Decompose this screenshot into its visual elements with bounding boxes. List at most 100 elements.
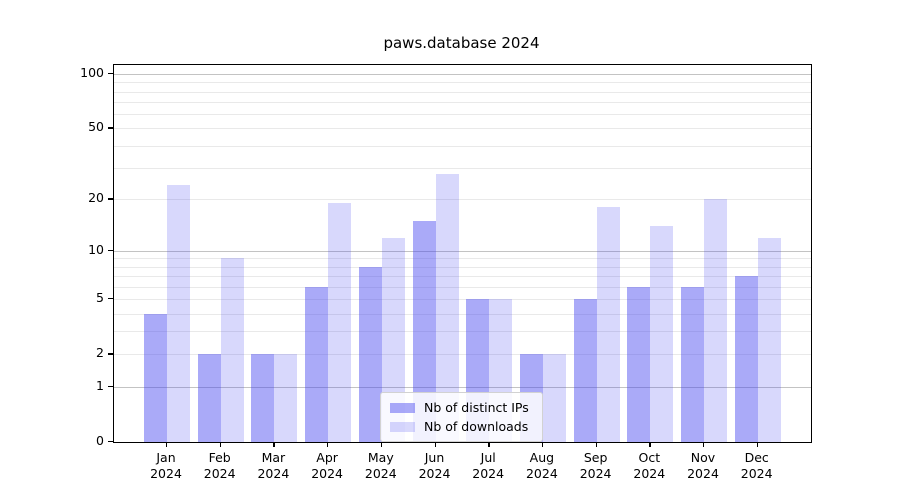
x-tick-month: Feb: [208, 450, 231, 465]
bar-downloads-may: [381, 237, 405, 442]
x-tick-mark: [273, 442, 275, 447]
minor-gridline: [114, 82, 811, 84]
x-tick-label: Nov 2024: [671, 450, 735, 482]
x-tick-mark: [166, 442, 168, 447]
bar-ips-oct: [627, 286, 651, 442]
x-tick-year: 2024: [418, 466, 451, 481]
x-tick-year: 2024: [364, 466, 397, 481]
x-tick-month: Nov: [690, 450, 716, 465]
y-tick-label: 20: [88, 190, 104, 206]
y-tick-label: 1: [96, 377, 104, 393]
major-gridline: [114, 386, 811, 388]
legend-swatch: [390, 402, 415, 413]
x-tick-label: Mar 2024: [241, 450, 305, 482]
bar-ips-feb: [197, 354, 221, 442]
x-tick-year: 2024: [150, 466, 182, 481]
y-tick-label: 0: [96, 433, 104, 448]
minor-gridline: [114, 276, 811, 278]
minor-gridline: [114, 286, 811, 288]
bar-downloads-nov: [704, 199, 727, 442]
bar-ips-apr: [305, 286, 329, 442]
minor-gridline: [114, 299, 811, 301]
chart-title: paws.database 2024: [383, 34, 540, 52]
y-tick-mark: [108, 353, 113, 355]
x-tick-label: Oct 2024: [617, 450, 681, 482]
x-tick-label: Jan 2024: [134, 450, 198, 482]
x-tick-mark: [488, 442, 490, 447]
x-tick-month: Sep: [583, 450, 608, 465]
x-tick-month: Jan: [156, 450, 176, 465]
bar-ips-jun: [412, 220, 436, 442]
x-tick-year: 2024: [633, 466, 666, 481]
minor-gridline: [114, 91, 811, 93]
x-tick-year: 2024: [472, 466, 505, 481]
bar-downloads-apr: [328, 203, 352, 442]
minor-gridline: [114, 114, 811, 116]
x-tick-month: Aug: [529, 450, 555, 465]
minor-gridline: [114, 128, 811, 130]
major-gridline: [114, 250, 811, 252]
bar-ips-nov: [681, 286, 704, 442]
x-tick-mark: [327, 442, 329, 447]
bar-downloads-sep: [596, 207, 620, 442]
bar-ips-dec: [734, 276, 758, 442]
bar-downloads-jan: [167, 185, 190, 442]
x-tick-label: Aug 2024: [510, 450, 574, 482]
x-tick-month: Dec: [744, 450, 769, 465]
y-tick-mark: [108, 441, 113, 443]
bar-ips-mar: [251, 354, 275, 442]
y-tick-label: 100: [80, 65, 104, 80]
minor-gridline: [114, 331, 811, 333]
minor-gridline: [114, 354, 811, 356]
y-tick-mark: [108, 385, 113, 388]
x-tick-year: 2024: [579, 466, 612, 481]
bar-downloads-jun: [435, 173, 459, 442]
minor-gridline: [114, 145, 811, 147]
bar-downloads-feb: [220, 258, 244, 442]
y-tick-mark: [108, 73, 113, 75]
minor-gridline: [114, 168, 811, 170]
x-tick-month: Jul: [480, 450, 496, 465]
legend-item: Nb of downloads: [390, 417, 533, 436]
minor-gridline: [114, 313, 811, 315]
y-tick-mark: [108, 298, 113, 300]
x-tick-mark: [756, 442, 759, 447]
x-tick-label: Jul 2024: [456, 450, 520, 482]
x-tick-month: Jun: [424, 450, 445, 465]
legend: Nb of distinct IPs Nb of downloads: [380, 392, 543, 442]
minor-gridline: [114, 199, 811, 201]
plot-area: Nb of distinct IPs Nb of downloads: [113, 64, 812, 443]
bar-downloads-dec: [757, 237, 781, 442]
x-tick-mark: [434, 442, 436, 447]
x-tick-month: Apr: [316, 450, 338, 465]
x-tick-label: Sep 2024: [564, 450, 628, 482]
x-tick-label: Jun 2024: [403, 450, 467, 482]
legend-item: Nb of distinct IPs: [390, 398, 533, 417]
x-tick-year: 2024: [311, 466, 343, 481]
minor-gridline: [114, 102, 811, 104]
legend-label: Nb of distinct IPs: [424, 400, 529, 415]
x-tick-mark: [595, 442, 597, 447]
x-tick-year: 2024: [257, 466, 290, 481]
x-tick-mark: [703, 442, 705, 447]
y-tick-label: 50: [88, 119, 104, 135]
x-tick-month: Oct: [638, 450, 661, 465]
bar-downloads-aug: [542, 354, 566, 442]
y-tick-label: 2: [96, 345, 104, 361]
y-tick-label: 10: [88, 241, 104, 257]
y-tick-label: 5: [96, 290, 104, 306]
x-tick-year: 2024: [740, 466, 773, 481]
y-tick-mark: [108, 249, 113, 252]
y-tick-mark: [108, 198, 113, 200]
x-tick-month: Mar: [261, 450, 286, 465]
bar-downloads-oct: [650, 226, 674, 442]
legend-swatch: [390, 421, 415, 432]
legend-label: Nb of downloads: [424, 419, 529, 434]
bar-ips-sep: [573, 299, 597, 442]
minor-gridline: [114, 266, 811, 268]
x-tick-label: Dec 2024: [725, 450, 789, 482]
x-tick-month: May: [367, 450, 394, 465]
x-tick-year: 2024: [687, 466, 719, 481]
x-tick-year: 2024: [525, 466, 558, 481]
